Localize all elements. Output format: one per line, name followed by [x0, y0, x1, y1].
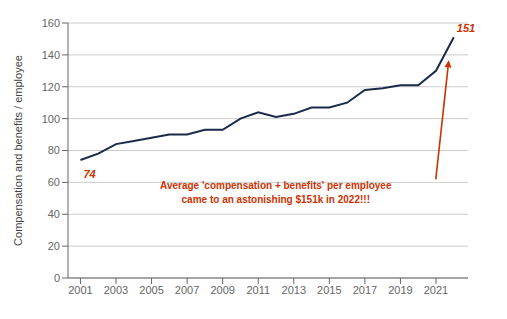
svg-text:100: 100 — [42, 113, 60, 125]
svg-text:2011: 2011 — [246, 284, 270, 296]
svg-text:2007: 2007 — [175, 284, 199, 296]
svg-text:0: 0 — [54, 272, 60, 284]
svg-text:Compensation and benefits / em: Compensation and benefits / employee — [12, 55, 24, 246]
svg-text:2001: 2001 — [68, 284, 92, 296]
svg-text:2003: 2003 — [104, 284, 128, 296]
svg-text:2017: 2017 — [353, 284, 377, 296]
svg-text:2019: 2019 — [388, 284, 412, 296]
svg-text:151: 151 — [457, 22, 475, 34]
svg-text:120: 120 — [42, 81, 60, 93]
svg-text:2005: 2005 — [139, 284, 163, 296]
svg-text:40: 40 — [48, 208, 60, 220]
svg-text:2013: 2013 — [282, 284, 306, 296]
svg-text:Average 'compensation + benefi: Average 'compensation + benefits' per em… — [160, 180, 392, 191]
svg-text:2009: 2009 — [210, 284, 234, 296]
svg-text:80: 80 — [48, 144, 60, 156]
svg-text:60: 60 — [48, 176, 60, 188]
svg-text:came to an astonishing $151k i: came to an astonishing $151k in 2022!!! — [182, 194, 370, 205]
svg-text:2021: 2021 — [424, 284, 448, 296]
svg-text:2015: 2015 — [317, 284, 341, 296]
svg-text:160: 160 — [42, 17, 60, 29]
svg-text:20: 20 — [48, 240, 60, 252]
svg-text:74: 74 — [83, 168, 95, 180]
svg-text:140: 140 — [42, 49, 60, 61]
